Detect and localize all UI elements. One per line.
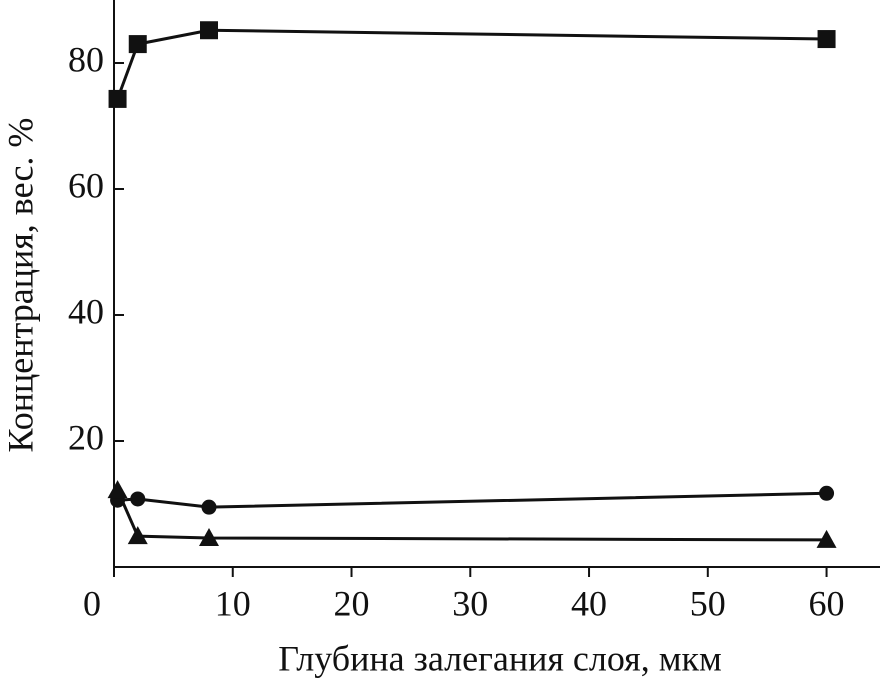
x-tick-label: 30 bbox=[452, 583, 488, 623]
square-marker bbox=[128, 35, 147, 54]
y-tick-label: 60 bbox=[68, 165, 104, 205]
series-line bbox=[117, 491, 827, 509]
triangle-marker bbox=[199, 528, 220, 547]
y-axis-title: Концентрация, вес. % bbox=[0, 118, 40, 453]
x-tick-label: 40 bbox=[571, 583, 607, 623]
x-tick-label: 20 bbox=[334, 583, 370, 623]
x-axis-title: Глубина залегания слоя, мкм bbox=[278, 638, 722, 678]
square-marker bbox=[108, 89, 127, 108]
square-marker bbox=[817, 30, 836, 49]
y-tick-label: 20 bbox=[68, 417, 104, 457]
x-tick-label: 60 bbox=[809, 583, 845, 623]
x-tick-label: 50 bbox=[690, 583, 726, 623]
x-tick-label: 0 bbox=[83, 583, 101, 623]
series-line bbox=[116, 28, 827, 100]
square-marker bbox=[200, 21, 219, 40]
triangle-marker bbox=[816, 529, 837, 548]
x-tick-label: 10 bbox=[215, 583, 251, 623]
circle-marker bbox=[130, 491, 146, 507]
circle-marker bbox=[819, 485, 835, 501]
y-tick-label: 80 bbox=[68, 39, 104, 79]
circle-marker bbox=[201, 499, 217, 515]
y-tick-label: 40 bbox=[68, 291, 104, 331]
series-line bbox=[116, 489, 827, 542]
triangle-marker bbox=[107, 480, 128, 499]
triangle-marker bbox=[127, 526, 148, 545]
